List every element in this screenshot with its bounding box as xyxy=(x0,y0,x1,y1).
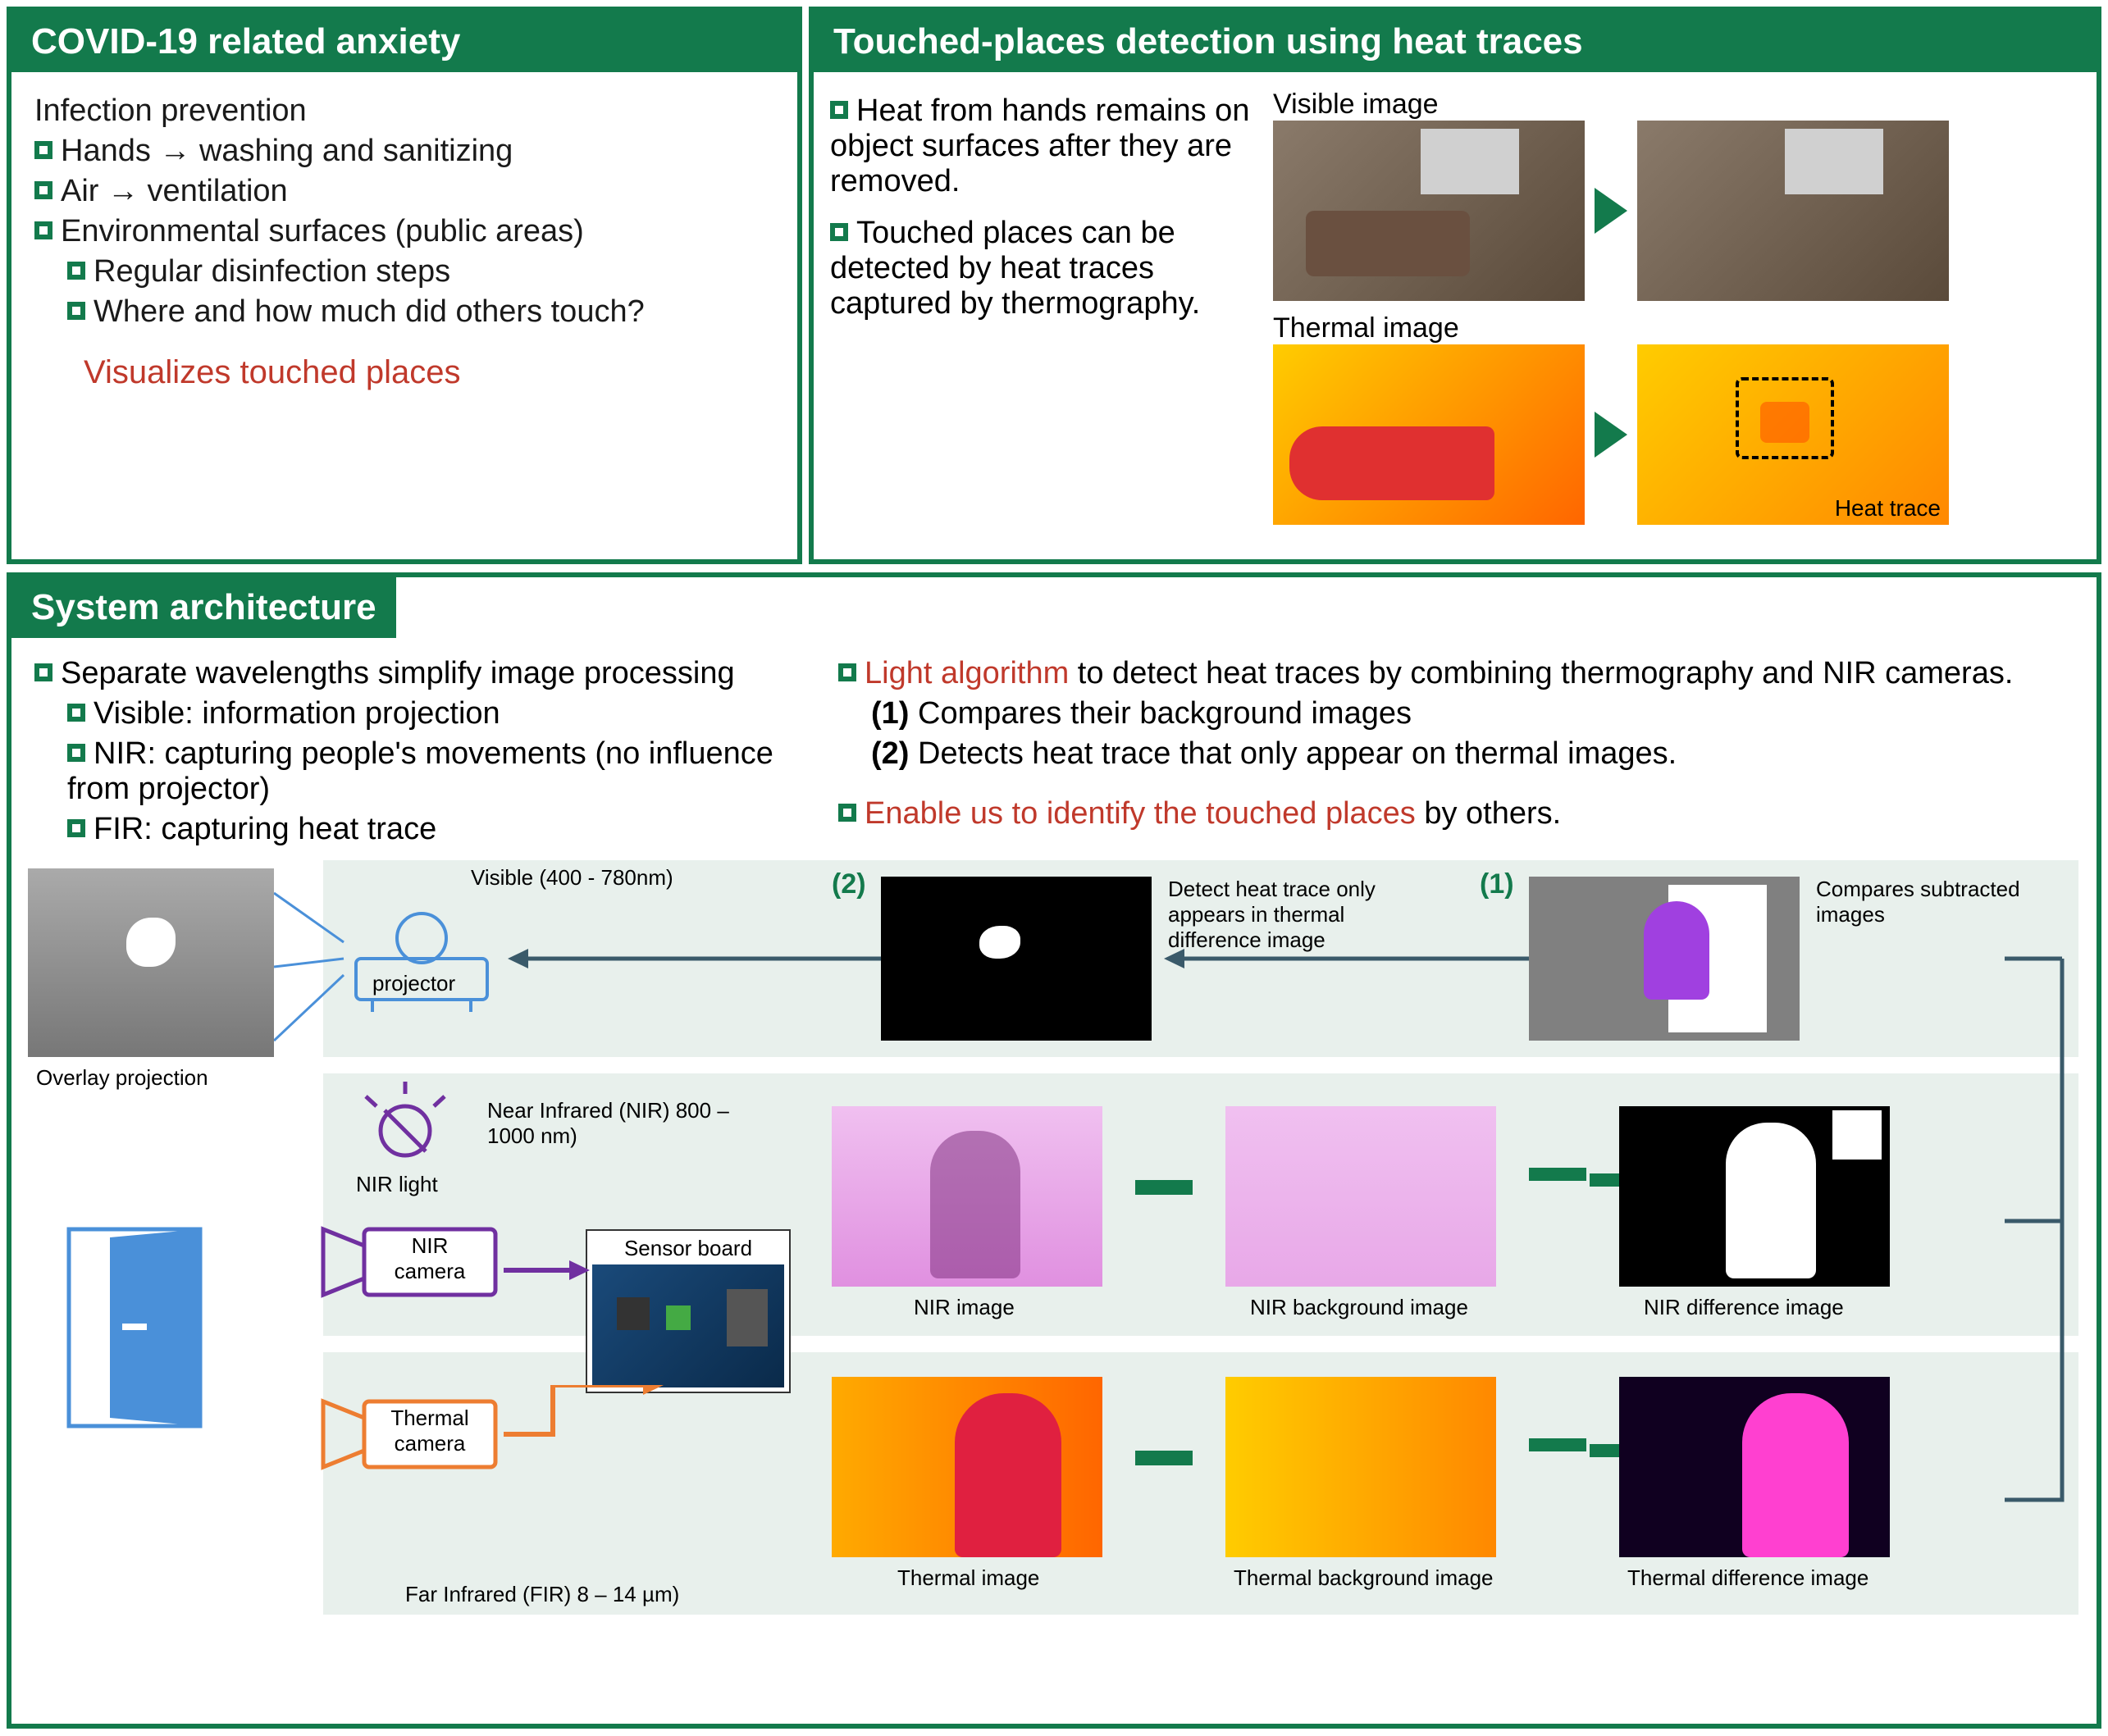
p3-left-l2: Visible: information projection xyxy=(67,696,822,731)
bullet-icon xyxy=(34,141,52,159)
nir-camera-label: NIR camera xyxy=(376,1233,483,1284)
p3-left-l4: FIR: capturing heat trace xyxy=(67,812,822,847)
overlay-projection-image xyxy=(28,868,274,1057)
thermal-image-label: Thermal image xyxy=(897,1565,1039,1591)
fir-range-label: Far Infrared (FIR) 8 – 14 µm) xyxy=(405,1582,679,1607)
arrow-icon xyxy=(1595,412,1627,458)
nir-bg-label: NIR background image xyxy=(1250,1295,1468,1320)
heat-trace-result-image xyxy=(881,877,1152,1041)
bullet-icon xyxy=(67,744,85,762)
thermal-image-after: Heat trace xyxy=(1637,344,1949,525)
thermal-bg-image xyxy=(1225,1377,1496,1557)
sensor-board: Sensor board xyxy=(586,1229,791,1393)
panel-system-architecture: System architecture Separate wavelengths… xyxy=(7,572,2101,1729)
p3-right-step1: (1) Compares their background images xyxy=(871,696,2074,731)
step2-marker: (2) xyxy=(832,868,866,900)
nir-diff-label: NIR difference image xyxy=(1644,1295,1844,1320)
bullet-icon xyxy=(34,221,52,239)
bullet-icon xyxy=(838,804,856,822)
p3-left-l3: NIR: capturing people's movements (no in… xyxy=(67,736,822,807)
visible-image-before xyxy=(1273,121,1585,301)
projector-label: projector xyxy=(372,971,455,996)
thermal-bg-label: Thermal background image xyxy=(1234,1565,1494,1591)
door-icon xyxy=(61,1221,241,1451)
nir-light-label: NIR light xyxy=(356,1172,438,1197)
minus-icon xyxy=(1135,1180,1193,1195)
visible-label: Visible image xyxy=(1273,89,2080,121)
panel1-line3: Environmental surfaces (public areas) xyxy=(34,214,774,249)
nir-light-icon xyxy=(356,1082,454,1172)
thermal-diff-label: Thermal difference image xyxy=(1627,1565,1868,1591)
nir-bg-image xyxy=(1225,1106,1496,1287)
arrow-icon xyxy=(1595,188,1627,234)
panel1-line5: Where and how much did others touch? xyxy=(67,294,774,330)
nir-image-label: NIR image xyxy=(914,1295,1015,1320)
panel1-line1: Hands → washing and sanitizing xyxy=(34,134,774,169)
projector-icon xyxy=(340,901,504,1016)
thermal-diff-image xyxy=(1619,1377,1890,1557)
bullet-icon xyxy=(838,663,856,681)
bullet-icon xyxy=(830,101,848,119)
compare-result-image xyxy=(1529,877,1800,1041)
overlay-projection-label: Overlay projection xyxy=(36,1065,208,1091)
thermal-to-sensor-arrow xyxy=(504,1385,668,1483)
p3-right-l1: Light algorithm to detect heat traces by… xyxy=(838,656,2074,691)
bullet-icon xyxy=(34,181,52,199)
heat-trace-label: Heat trace xyxy=(1835,495,1941,522)
panel-touched-places: Touched-places detection using heat trac… xyxy=(809,7,2101,564)
flow-arrow-compare-to-heat xyxy=(1160,942,1529,975)
p3-right-step2: (2) Detects heat trace that only appear … xyxy=(871,736,2074,772)
panel1-line4: Regular disinfection steps xyxy=(67,254,774,289)
panel3-title: System architecture xyxy=(11,577,396,638)
p3-right-l3: Enable us to identify the touched places… xyxy=(838,796,2074,832)
nir-to-sensor-arrow xyxy=(504,1254,594,1303)
nir-diff-image xyxy=(1619,1106,1890,1287)
minus-icon xyxy=(1135,1451,1193,1465)
bullet-icon xyxy=(34,663,52,681)
flow-connector-right xyxy=(2005,942,2087,1516)
panel1-line2: Air → ventilation xyxy=(34,174,774,209)
step1-caption: Compares subtracted images xyxy=(1816,877,2046,927)
thermal-image-before xyxy=(1273,344,1585,525)
panel-covid-anxiety: COVID-19 related anxiety Infection preve… xyxy=(7,7,802,564)
flow-arrow-heat-to-projector xyxy=(504,942,881,975)
panel2-title: Touched-places detection using heat trac… xyxy=(814,11,2097,72)
bullet-icon xyxy=(830,223,848,241)
bullet-icon xyxy=(67,704,85,722)
p3-left-l1: Separate wavelengths simplify image proc… xyxy=(34,656,822,691)
visible-range-label: Visible (400 - 780nm) xyxy=(471,865,673,891)
panel1-title: COVID-19 related anxiety xyxy=(11,11,797,72)
panel2-line2: Touched places can be detected by heat t… xyxy=(830,216,1257,321)
sensor-board-label: Sensor board xyxy=(592,1236,784,1261)
thermal-image-img xyxy=(832,1377,1102,1557)
step1-marker: (1) xyxy=(1480,868,1514,900)
projector-rays xyxy=(274,885,348,1049)
panel1-line0: Infection prevention xyxy=(34,93,774,129)
nir-range-label: Near Infrared (NIR) 800 – 1000 nm) xyxy=(487,1098,750,1149)
nir-image xyxy=(832,1106,1102,1287)
bullet-icon xyxy=(67,262,85,280)
thermal-label: Thermal image xyxy=(1273,312,2080,344)
panel1-highlight: Visualizes touched places xyxy=(84,354,774,391)
thermal-camera-label: Thermal camera xyxy=(372,1406,487,1456)
panel2-line1: Heat from hands remains on object surfac… xyxy=(830,93,1257,199)
bullet-icon xyxy=(67,819,85,837)
bullet-icon xyxy=(67,302,85,320)
visible-image-after xyxy=(1637,121,1949,301)
